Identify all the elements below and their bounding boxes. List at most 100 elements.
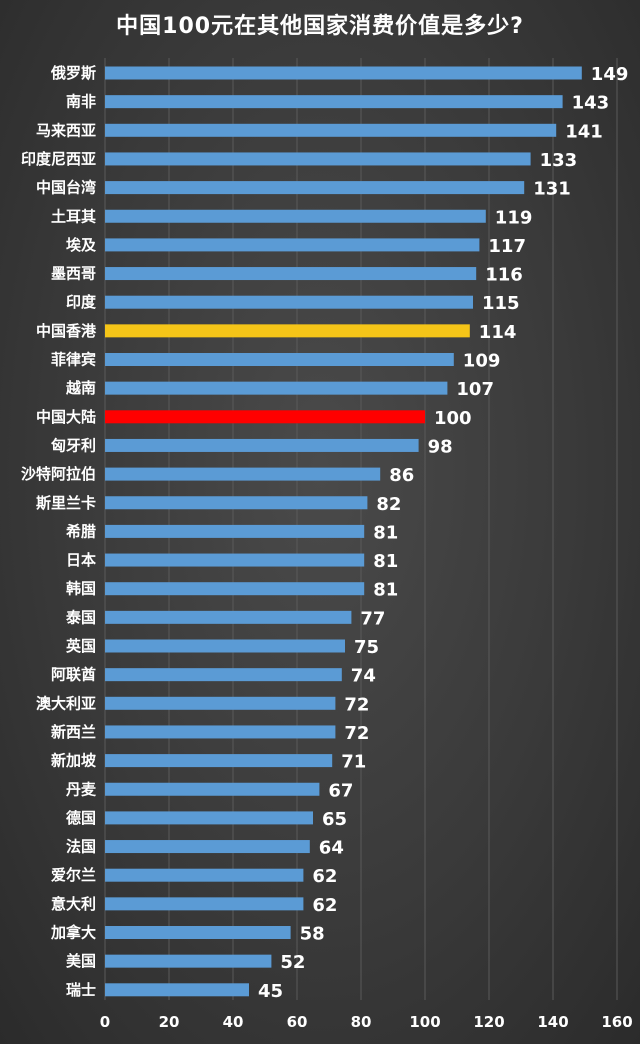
value-label: 119 <box>495 207 533 228</box>
value-label: 116 <box>485 265 523 286</box>
category-label: 印度尼西亚 <box>21 150 96 168</box>
value-label: 98 <box>428 436 453 457</box>
bar <box>105 582 365 596</box>
x-tick-label: 20 <box>159 1013 180 1031</box>
category-label: 南非 <box>66 93 96 111</box>
category-label: 沙特阿拉伯 <box>21 465 96 483</box>
category-label: 丹麦 <box>66 780 97 798</box>
value-label: 107 <box>456 379 494 400</box>
category-label: 泰国 <box>65 608 96 626</box>
bar <box>105 438 419 452</box>
bar <box>105 954 272 968</box>
category-label: 新加坡 <box>51 752 96 770</box>
value-label: 58 <box>300 924 325 945</box>
value-label: 72 <box>344 694 369 715</box>
bar <box>105 553 365 567</box>
category-label: 中国香港 <box>36 322 97 340</box>
bar <box>105 725 336 739</box>
bar <box>105 926 291 939</box>
bar <box>105 868 304 882</box>
bar <box>105 524 365 538</box>
x-tick-label: 60 <box>287 1013 308 1031</box>
category-label: 新西兰 <box>51 723 96 741</box>
value-label: 77 <box>360 608 385 629</box>
value-label: 149 <box>591 64 629 85</box>
bar <box>105 668 342 682</box>
category-label: 瑞士 <box>66 981 96 999</box>
category-label: 意大利 <box>51 895 96 913</box>
value-label: 71 <box>341 752 366 773</box>
bar <box>105 95 563 109</box>
bar <box>105 238 480 252</box>
bar <box>105 123 557 137</box>
x-tick-label: 140 <box>537 1013 568 1031</box>
value-label: 45 <box>258 981 283 1002</box>
value-label: 131 <box>533 179 571 200</box>
value-label: 62 <box>312 895 337 916</box>
bar <box>105 324 470 338</box>
value-label: 82 <box>376 494 401 515</box>
bar <box>105 267 477 281</box>
category-label: 印度 <box>66 293 97 311</box>
bar <box>105 467 381 481</box>
category-label: 澳大利亚 <box>36 694 96 712</box>
value-label: 109 <box>463 351 501 372</box>
bar <box>105 209 486 223</box>
value-label: 65 <box>322 809 347 830</box>
x-tick-label: 80 <box>351 1013 372 1031</box>
bar <box>105 353 454 366</box>
x-tick-label: 160 <box>601 1013 632 1031</box>
category-label: 爱尔兰 <box>51 866 96 884</box>
bar <box>105 840 310 854</box>
bar <box>105 181 525 195</box>
x-tick-label: 100 <box>409 1013 440 1031</box>
category-label: 匈牙利 <box>51 436 96 454</box>
bar <box>105 696 336 710</box>
category-label: 马来西亚 <box>36 121 96 139</box>
x-tick-label: 120 <box>473 1013 504 1031</box>
value-label: 52 <box>280 952 305 973</box>
bar <box>105 897 304 911</box>
category-label: 美国 <box>66 952 96 970</box>
category-label: 墨西哥 <box>51 265 96 283</box>
category-label: 英国 <box>66 637 96 655</box>
value-label: 100 <box>434 408 472 429</box>
bar <box>105 610 352 624</box>
bar <box>105 410 425 424</box>
value-label: 75 <box>354 637 379 658</box>
category-label: 阿联酋 <box>51 666 96 684</box>
bar <box>105 782 320 796</box>
value-label: 67 <box>328 780 353 801</box>
value-label: 81 <box>373 551 398 572</box>
bar <box>105 754 333 768</box>
value-label: 114 <box>479 322 517 343</box>
bar <box>105 381 448 395</box>
x-tick-label: 40 <box>223 1013 244 1031</box>
bar <box>105 639 345 653</box>
value-label: 133 <box>540 150 578 171</box>
bar <box>105 983 249 997</box>
category-label: 法国 <box>66 838 96 856</box>
value-label: 62 <box>312 866 337 887</box>
category-label: 德国 <box>66 809 96 827</box>
category-label: 越南 <box>65 379 96 397</box>
category-label: 日本 <box>66 551 96 569</box>
category-label: 中国台湾 <box>36 179 96 197</box>
bar <box>105 496 368 510</box>
bar <box>105 152 531 166</box>
bar <box>105 811 313 825</box>
value-label: 143 <box>572 93 610 114</box>
category-label: 希腊 <box>66 522 96 540</box>
value-label: 64 <box>319 838 344 859</box>
value-label: 117 <box>488 236 526 257</box>
category-label: 菲律宾 <box>51 351 96 369</box>
category-label: 中国大陆 <box>36 408 96 426</box>
category-label: 斯里兰卡 <box>36 494 96 512</box>
chart-title: 中国100元在其他国家消费价值是多少? <box>116 14 524 39</box>
category-label: 土耳其 <box>51 207 96 225</box>
value-label: 72 <box>344 723 369 744</box>
bar <box>105 66 582 80</box>
value-label: 74 <box>351 666 376 687</box>
